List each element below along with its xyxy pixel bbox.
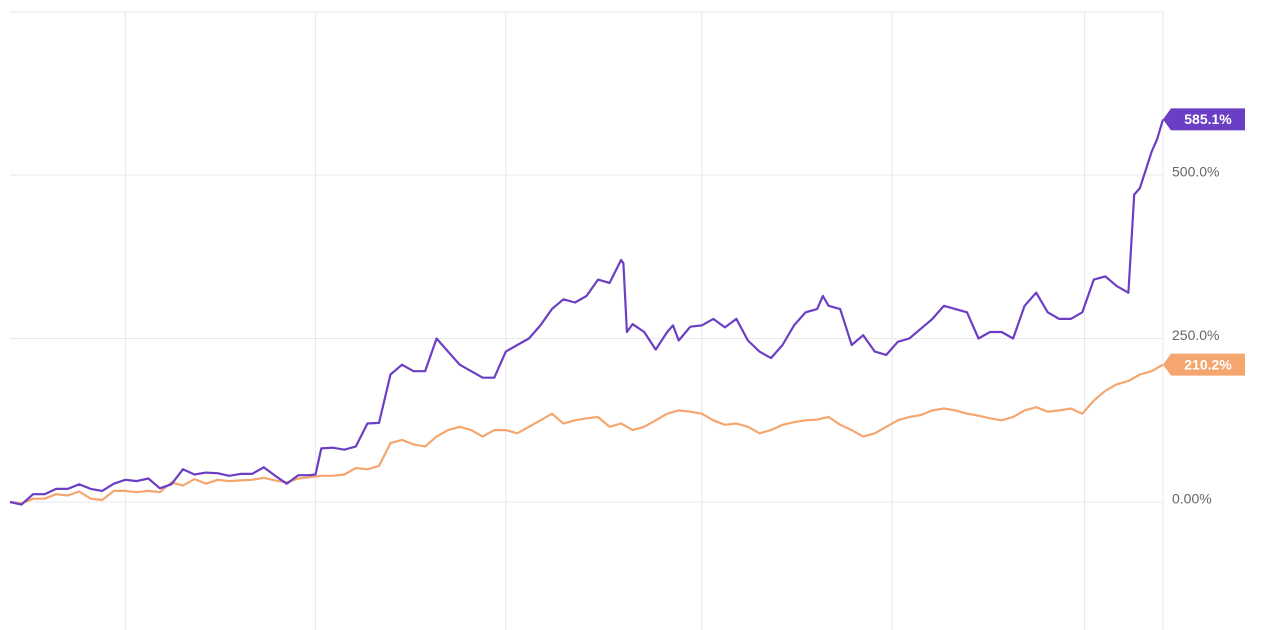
series-lines (9, 119, 1165, 506)
end-value-label: 210.2% (1184, 356, 1232, 372)
y-axis-tick-labels: 500.0% 250.0% 0.00% (1172, 164, 1219, 507)
y-tick-label: 250.0% (1172, 327, 1219, 343)
y-tick-label: 500.0% (1172, 164, 1219, 180)
end-value-tag: 210.2% (1163, 353, 1245, 376)
end-value-tag-shape (1163, 353, 1245, 376)
end-value-tag: 585.1% (1163, 108, 1245, 131)
y-tick-label: 0.00% (1172, 491, 1212, 507)
series-line (9, 363, 1164, 505)
end-value-tag-shape (1163, 108, 1245, 131)
vertical-gridlines (10, 11, 1164, 630)
end-value-label: 585.1% (1184, 111, 1232, 127)
horizontal-gridlines (10, 174, 1163, 503)
series-line (9, 119, 1165, 506)
series-end-labels: 585.1% 210.2% (1163, 108, 1245, 376)
